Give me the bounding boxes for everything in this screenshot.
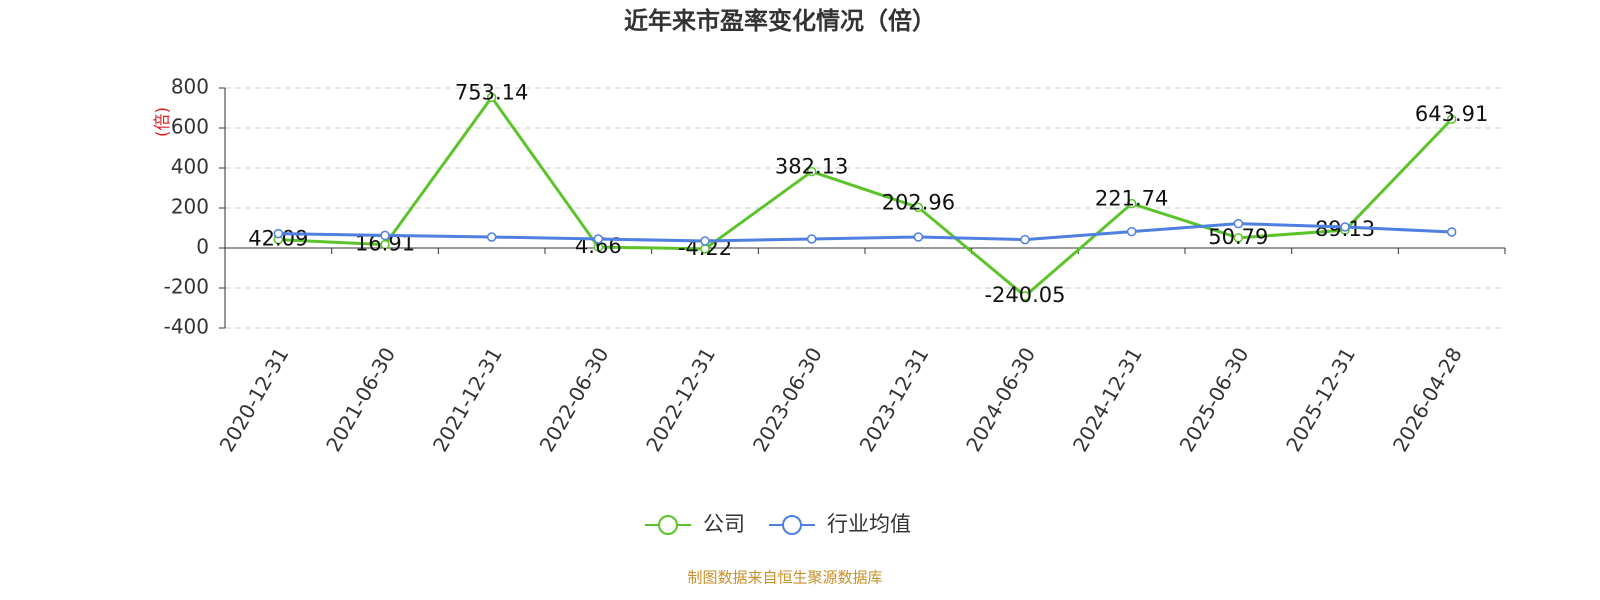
data-label: 382.13 — [775, 155, 848, 179]
x-tick-label: 2022-12-31 — [641, 343, 720, 456]
x-tick-label: 2021-12-31 — [428, 343, 507, 456]
data-label: 221.74 — [1095, 187, 1168, 211]
y-tick-label: 800 — [171, 75, 209, 99]
y-tick-label: 600 — [171, 115, 209, 139]
series-line — [278, 94, 1453, 298]
x-tick-label: 2025-06-30 — [1175, 343, 1254, 456]
point — [593, 234, 604, 244]
y-tick-label: 0 — [196, 235, 209, 259]
y-axis-label: (倍) — [153, 107, 173, 137]
point — [913, 202, 924, 213]
x-tick-label: 2024-06-30 — [961, 343, 1040, 456]
x-tick-label: 2023-12-31 — [855, 343, 934, 456]
x-tick-label: 2021-06-30 — [321, 343, 400, 456]
x-tick-label: 2020-12-31 — [215, 343, 294, 456]
x-tick-label: 2026-04-28 — [1388, 343, 1467, 456]
x-tick-label: 2025-12-31 — [1281, 343, 1360, 456]
point — [1446, 227, 1457, 237]
x-tick-label: 2022-06-30 — [535, 343, 614, 456]
data-label: 202.96 — [882, 190, 955, 214]
x-tick-label: 2023-06-30 — [748, 343, 827, 456]
legend-marker — [782, 515, 802, 535]
y-tick-label: -400 — [164, 315, 209, 339]
point — [380, 239, 390, 250]
point — [273, 228, 284, 239]
point — [380, 230, 390, 241]
point — [806, 234, 817, 244]
point — [486, 232, 497, 242]
data-label: 50.79 — [1208, 225, 1268, 249]
legend-label: 行业均值 — [827, 512, 911, 536]
point — [486, 92, 497, 103]
y-tick-label: 200 — [171, 195, 209, 219]
point — [1020, 291, 1030, 301]
source-note: 制图数据来自恒生聚源数据库 — [687, 569, 882, 587]
point — [1126, 198, 1137, 209]
point — [1340, 222, 1350, 232]
point — [1020, 234, 1030, 245]
point — [806, 166, 817, 177]
chart-title: 近年来市盈率变化情况（倍） — [624, 7, 936, 35]
data-label: 753.14 — [455, 80, 528, 104]
point — [1233, 218, 1244, 229]
point — [700, 236, 710, 246]
point — [1126, 226, 1137, 237]
data-label: 643.91 — [1415, 102, 1488, 126]
legend-marker — [658, 515, 678, 535]
point — [1233, 233, 1244, 243]
y-tick-label: -200 — [164, 275, 209, 299]
point — [1446, 114, 1457, 124]
series-line — [278, 222, 1452, 243]
y-tick-label: 400 — [171, 155, 209, 179]
x-tick-label: 2024-12-31 — [1068, 343, 1147, 456]
point — [913, 232, 924, 242]
legend-label: 公司 — [703, 512, 745, 536]
data-label: -240.05 — [984, 283, 1065, 307]
